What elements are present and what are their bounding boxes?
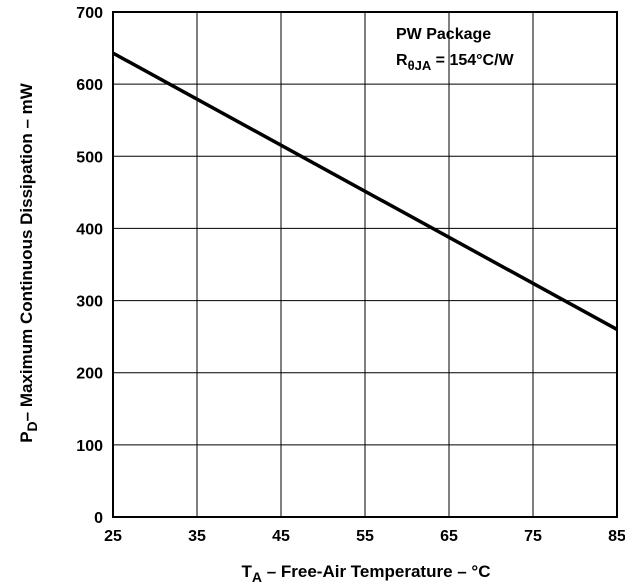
x-tick-label: 35	[188, 528, 206, 545]
y-tick-label: 100	[76, 438, 103, 455]
series-group	[112, 51, 618, 331]
y-tick-label: 200	[76, 366, 103, 383]
annotation-line2: RθJA = 154°C/W	[396, 52, 515, 73]
y-tick-label: 0	[94, 510, 103, 527]
y-tick-label: 400	[76, 221, 103, 238]
y-tick-label: 600	[76, 77, 103, 94]
series-line	[112, 51, 618, 331]
y-tick-labels: 0 100 200 300 400 500 600 700	[76, 5, 103, 527]
grid-lines	[112, 11, 618, 518]
x-tick-label: 65	[440, 528, 458, 545]
x-tick-label: 55	[356, 528, 374, 545]
x-tick-label: 45	[272, 528, 290, 545]
x-tick-label: 25	[104, 528, 122, 545]
x-tick-labels: 25 35 45 55 65 75 85	[104, 528, 625, 545]
y-tick-label: 500	[76, 149, 103, 166]
annotation-line1: PW Package	[396, 26, 491, 43]
plot-frame	[112, 11, 618, 518]
y-tick-label: 700	[76, 5, 103, 22]
x-tick-label: 75	[524, 528, 542, 545]
y-tick-label: 300	[76, 294, 103, 311]
x-axis-label: TA – Free-Air Temperature – °C	[241, 562, 490, 583]
x-tick-label: 85	[608, 528, 625, 545]
y-axis-label: PD– Maximum Continuous Dissipation – mW	[17, 82, 40, 443]
